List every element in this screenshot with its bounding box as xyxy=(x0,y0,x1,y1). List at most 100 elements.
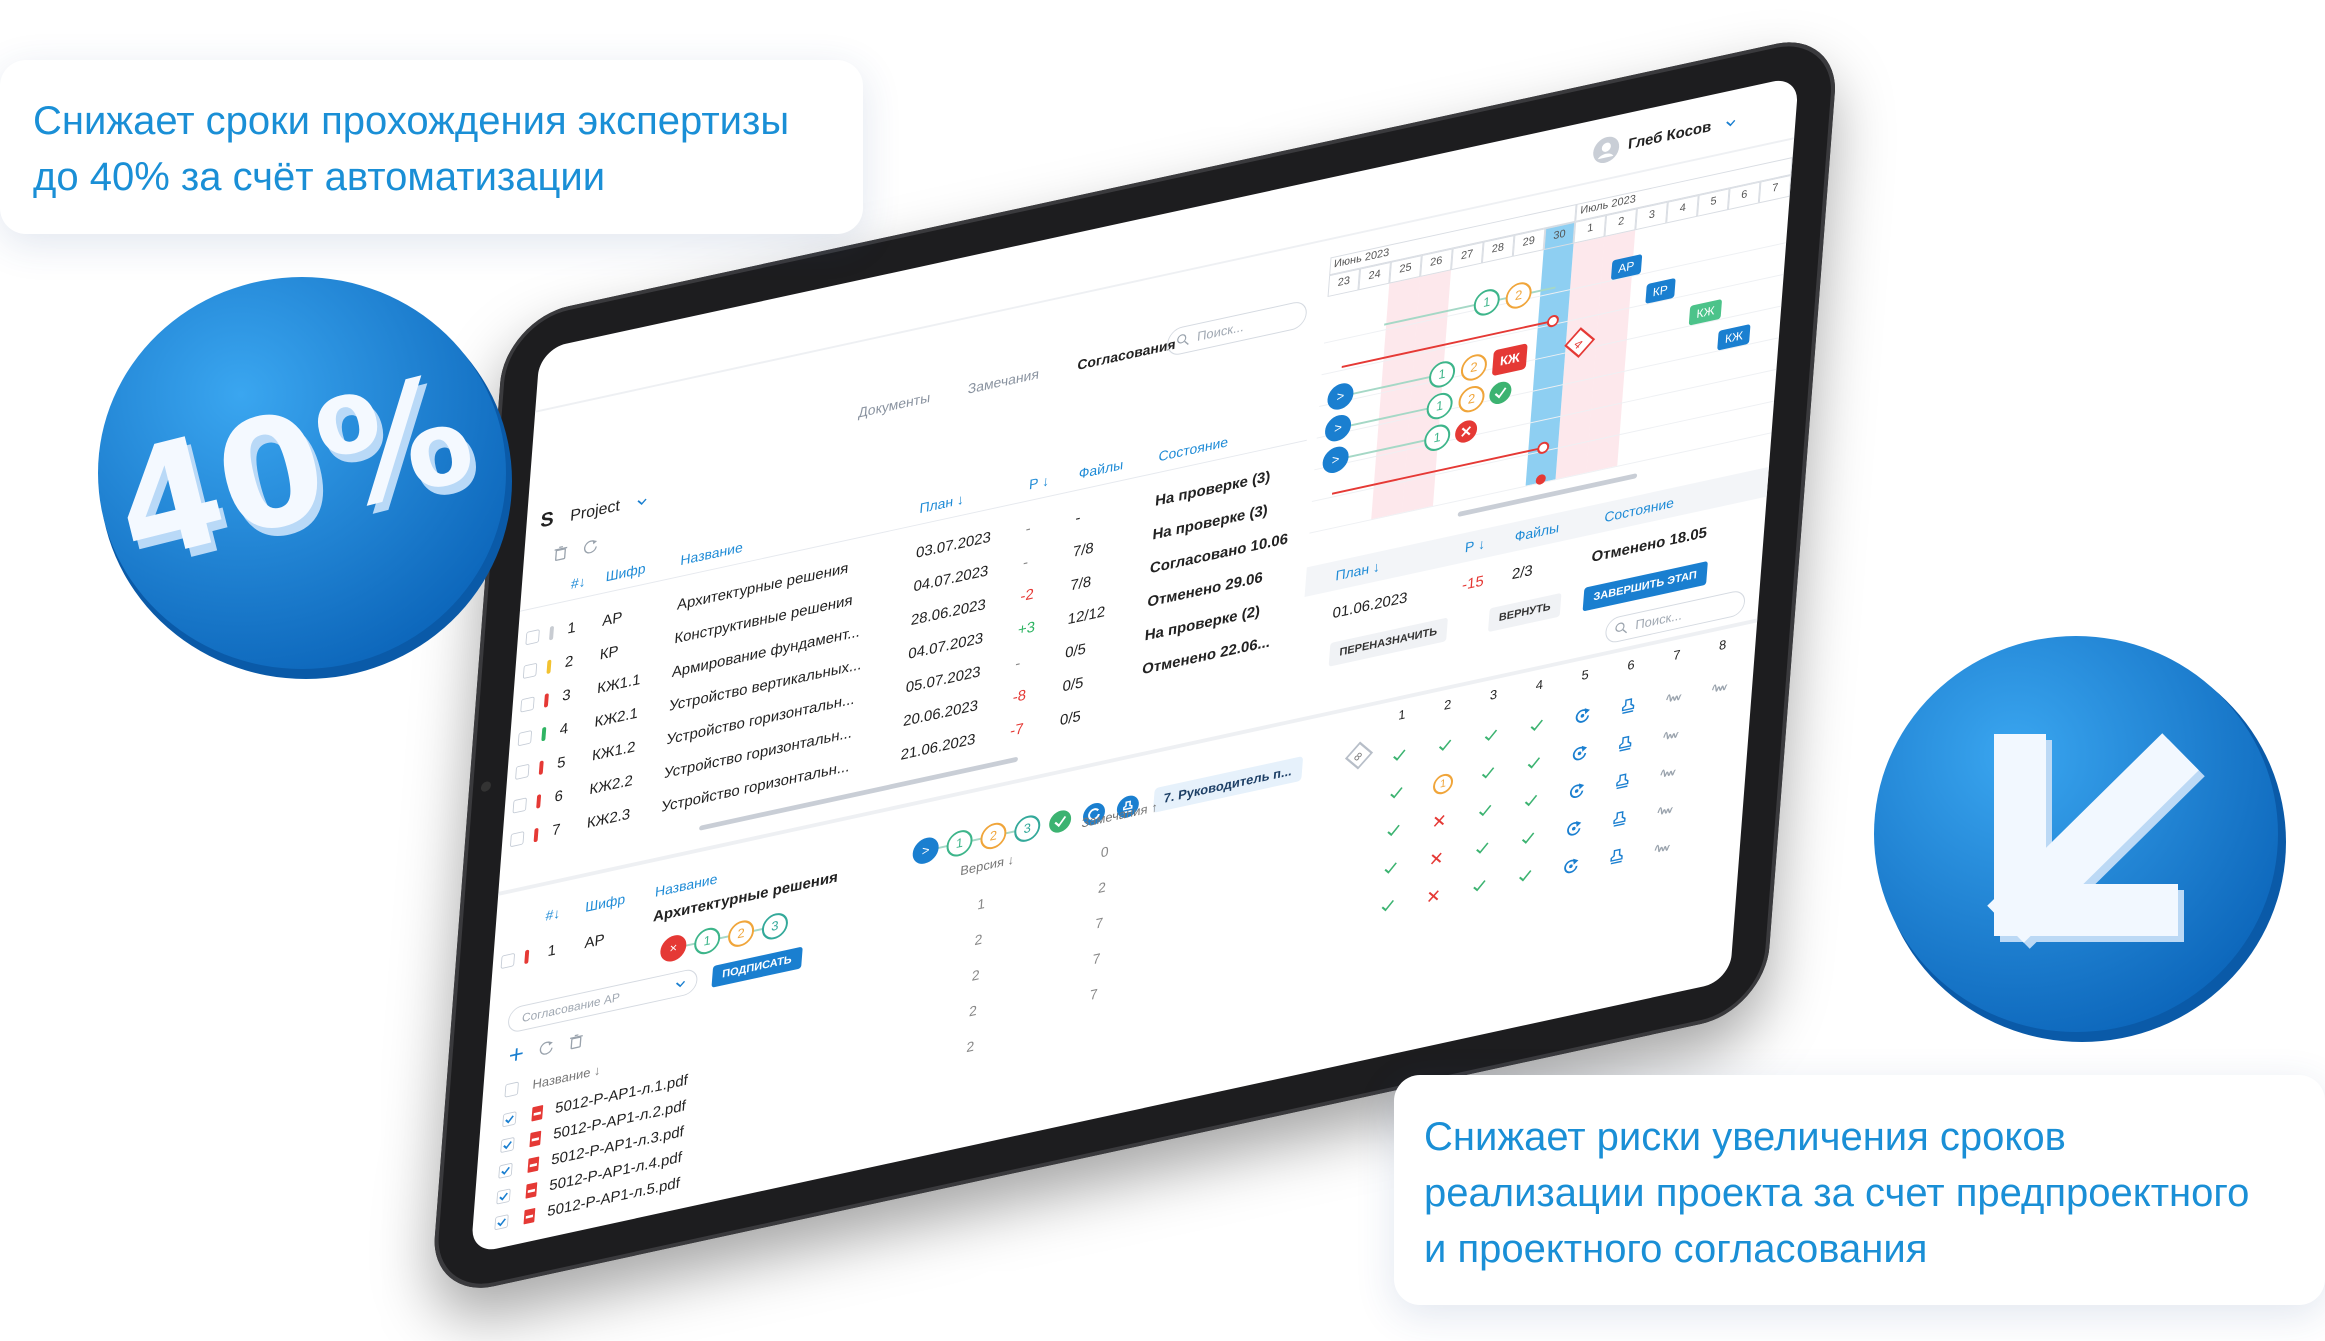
refc-icon xyxy=(1083,802,1105,826)
step-badge: 1 xyxy=(1472,286,1501,319)
chev-icon[interactable] xyxy=(1722,113,1739,132)
check-shape xyxy=(1478,804,1492,817)
sign-button[interactable]: ПОДПИСАТЬ xyxy=(711,946,803,988)
table-cell: 04.07.2023 xyxy=(907,629,984,663)
cycle-icon[interactable] xyxy=(581,536,600,558)
xc-icon xyxy=(1455,420,1478,443)
chev-shape xyxy=(637,498,647,506)
tab[interactable]: Согласования xyxy=(1076,335,1177,373)
tab[interactable]: Документы xyxy=(857,389,931,421)
checkbox-shape xyxy=(517,730,532,746)
callout-text: до 40% за счёт автоматизации xyxy=(33,155,606,199)
table-cell: На проверке (2) xyxy=(1144,602,1261,645)
table-cell: - xyxy=(1074,509,1082,528)
checkbox-shape xyxy=(515,764,530,780)
column-header[interactable]: Шифр xyxy=(605,559,647,585)
sign-shape xyxy=(1654,844,1671,853)
checked-shape xyxy=(503,1141,512,1150)
checkbox-icon[interactable] xyxy=(510,795,529,817)
checked-shape xyxy=(496,1188,511,1205)
table-cell: 3 xyxy=(561,686,572,705)
approver-column: 8 xyxy=(1718,636,1727,654)
check-icon xyxy=(1527,757,1541,769)
gantt-tag: КЖ xyxy=(1717,323,1751,351)
checked-icon[interactable] xyxy=(492,1211,511,1233)
search-shape xyxy=(1622,629,1628,634)
xc-shape xyxy=(1461,426,1472,437)
step-badge: > xyxy=(1326,380,1355,413)
checkbox-icon[interactable] xyxy=(518,694,537,716)
tab[interactable]: Замечания xyxy=(967,365,1040,397)
cycle-icon[interactable] xyxy=(537,1037,556,1059)
check-shape xyxy=(1390,787,1403,799)
table-cell: 7/8 xyxy=(1069,573,1092,595)
pending-badge: 1 xyxy=(1432,771,1454,797)
step-badge: > xyxy=(911,835,940,867)
user-name[interactable]: Глеб Косов xyxy=(1627,118,1712,154)
refc-shape xyxy=(1083,802,1105,826)
column-header[interactable]: Название xyxy=(654,870,719,900)
checkbox-icon[interactable] xyxy=(502,1079,521,1101)
column-header[interactable]: #↓ xyxy=(570,572,587,593)
okc-shape xyxy=(1494,387,1507,399)
table-cell: КЖ2.1 xyxy=(594,704,639,731)
checked-icon[interactable] xyxy=(500,1108,519,1130)
pdf-shape xyxy=(533,1111,541,1116)
checkbox-icon[interactable] xyxy=(513,761,532,783)
sign-shape xyxy=(1660,769,1676,777)
checked-icon[interactable] xyxy=(496,1160,515,1182)
check-shape xyxy=(1530,719,1543,731)
plus-shape xyxy=(510,1048,523,1061)
checkbox-shape xyxy=(510,831,525,847)
column-header[interactable]: Р ↓ xyxy=(1028,472,1050,493)
trash-icon[interactable] xyxy=(551,542,570,564)
action-button[interactable]: ПЕРЕНАЗНАЧИТЬ xyxy=(1328,617,1448,667)
search-shape xyxy=(1615,622,1625,632)
refresh-icon xyxy=(1572,745,1588,761)
column-header[interactable]: Файлы xyxy=(1078,456,1124,482)
stamp-shape xyxy=(1616,773,1629,787)
checked-shape xyxy=(499,1192,508,1201)
sign-icon xyxy=(1654,844,1671,853)
step-badge: 2 xyxy=(1457,383,1486,415)
checkbox-icon[interactable] xyxy=(523,626,542,648)
checkbox-icon[interactable] xyxy=(498,950,517,972)
column-header[interactable]: Название ↓ xyxy=(532,1062,602,1092)
checkbox-icon[interactable] xyxy=(520,660,539,682)
callout-text: реализации проекта за счет предпроектног… xyxy=(1424,1171,2250,1215)
checkbox-icon[interactable] xyxy=(508,828,527,850)
checked-icon[interactable] xyxy=(494,1186,513,1208)
step-badge: 1 xyxy=(945,827,974,860)
overdue-dot xyxy=(1535,473,1547,486)
refresh-shape xyxy=(1584,708,1590,715)
checked-icon[interactable] xyxy=(498,1134,517,1156)
cross-icon xyxy=(1430,852,1442,865)
pdf-icon xyxy=(525,1182,538,1199)
checkbox-icon[interactable] xyxy=(515,727,534,749)
stamp-shape xyxy=(1616,785,1628,790)
action-button[interactable]: ВЕРНУТЬ xyxy=(1487,592,1562,633)
table-cell: 4 xyxy=(559,719,569,739)
plus-icon[interactable] xyxy=(507,1044,526,1066)
version-cell: 2 xyxy=(968,1001,978,1020)
check-icon xyxy=(1384,862,1397,874)
chev-icon[interactable] xyxy=(633,492,650,511)
camera xyxy=(480,780,492,793)
trash-icon[interactable] xyxy=(566,1031,585,1053)
table-cell: 1 xyxy=(566,618,577,638)
table-cell: - xyxy=(1022,553,1029,572)
step-badge: × xyxy=(659,932,688,965)
column-header[interactable]: Шифр xyxy=(584,890,626,916)
column-header[interactable]: Версия ↓ xyxy=(959,851,1015,879)
cross-shape xyxy=(1433,814,1445,827)
approver-column: 7 xyxy=(1672,646,1682,664)
sign-icon xyxy=(1711,684,1728,692)
column-header[interactable]: #↓ xyxy=(544,904,561,924)
cycle-shape xyxy=(584,540,597,554)
refresh-icon xyxy=(1564,858,1579,874)
project-select[interactable]: Project xyxy=(569,497,621,526)
check-icon xyxy=(1530,719,1543,731)
column-header[interactable]: План ↓ xyxy=(918,490,965,517)
tablet: Глеб Косов S Project Документы Замечания Согл… xyxy=(429,30,1840,1301)
trash-shape xyxy=(554,545,568,551)
